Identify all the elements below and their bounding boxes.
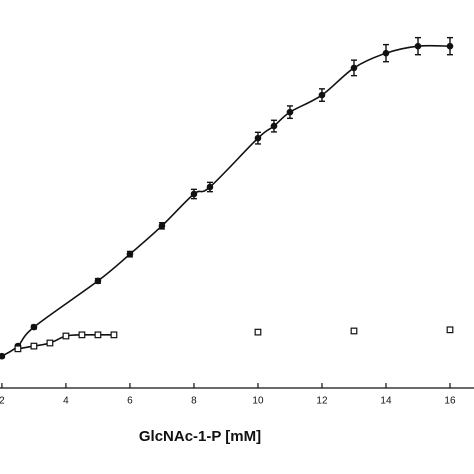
x-tick-label: 12	[316, 396, 328, 407]
x-tick-label: 8	[191, 396, 197, 407]
point	[62, 332, 70, 340]
x-tick-label: 4	[63, 396, 69, 407]
point	[270, 122, 278, 130]
x-axis-label: GlcNAc-1-P [mM]	[139, 428, 261, 445]
point	[46, 339, 54, 347]
point	[286, 108, 294, 116]
fit-curve	[1, 44, 450, 357]
point	[350, 327, 358, 335]
point	[78, 331, 86, 339]
point	[30, 323, 38, 331]
point	[446, 42, 454, 50]
point	[446, 326, 454, 334]
point	[382, 49, 390, 57]
point	[110, 331, 118, 339]
point	[206, 183, 214, 191]
point	[30, 342, 38, 350]
x-tick-label: 16	[444, 396, 456, 407]
x-tick-label: 6	[127, 396, 133, 407]
point	[254, 328, 262, 336]
x-tick-label: 10	[252, 396, 264, 407]
point	[0, 352, 6, 360]
point	[254, 134, 262, 142]
point	[350, 64, 358, 72]
point	[190, 190, 198, 198]
point	[94, 331, 102, 339]
point	[318, 91, 326, 99]
x-tick-label: 14	[380, 396, 392, 407]
point	[158, 222, 166, 230]
x-tick-label: 2	[0, 396, 5, 407]
point	[126, 250, 134, 258]
point	[94, 277, 102, 285]
point	[414, 42, 422, 50]
point	[14, 345, 22, 353]
